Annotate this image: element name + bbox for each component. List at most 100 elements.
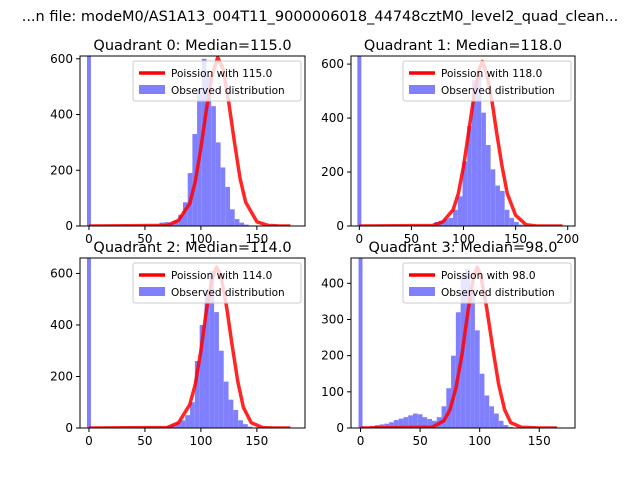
x-tick-label: 100 (468, 434, 491, 448)
axes-frame (79, 257, 306, 429)
legend-label-observed: Observed distribution (441, 287, 555, 299)
hist-bar (422, 417, 428, 428)
x-tick-label: 150 (528, 434, 551, 448)
y-tick-label: 400 (321, 111, 344, 125)
subplot-title: Quadrant 2: Median=114.0 (93, 240, 291, 256)
x-tick-label: 100 (189, 434, 212, 448)
x-tick-label: 50 (137, 232, 152, 246)
y-tick-label: 200 (50, 163, 73, 177)
x-tick-label: 50 (412, 434, 427, 448)
hist-bar (457, 196, 463, 226)
x-tick-label: 50 (137, 434, 152, 448)
hist-bar (417, 414, 423, 428)
hist-bar (242, 424, 248, 428)
hist-bar (182, 202, 188, 226)
subplot-0: 0 50 100 150 0 200 400 600 Quadrant 0: Median=11… (50, 38, 306, 246)
legend-patch-swatch (139, 287, 165, 296)
legend-patch-swatch (409, 287, 435, 296)
hist-bar (201, 58, 207, 226)
legend-label-poisson: Poission with 115.0 (171, 68, 272, 80)
legend-label-poisson: Poission with 114.0 (171, 270, 272, 282)
hist-bar (389, 422, 394, 428)
x-tick-label: 100 (452, 232, 475, 246)
hist-bar (474, 330, 480, 428)
subplot-1: 0 50 100 150 200 0 200 400 600 Quadrant 1: Median… (321, 38, 579, 246)
hist-bar (238, 420, 243, 428)
hist-bar (495, 185, 500, 226)
legend-patch-swatch (409, 85, 435, 94)
plot-area (357, 56, 563, 226)
y-tick-label: 600 (50, 266, 73, 280)
hist-bar-zero (86, 56, 91, 226)
subplot-3: 0 50 100 150 0 100 200 300 400 Quadrant 3: Median… (321, 240, 576, 448)
x-tick-label: 0 (85, 434, 93, 448)
hist-bar (443, 219, 449, 226)
hist-bar (204, 288, 210, 428)
x-tick-label: 150 (245, 434, 268, 448)
legend: Poission with 118.0 Observed distribution (402, 60, 572, 102)
hist-bar (180, 420, 186, 428)
hist-bar (465, 268, 471, 428)
hist-bar (504, 209, 510, 226)
hist-bar (427, 418, 433, 428)
y-tick-label: 0 (336, 421, 344, 435)
hist-bar (223, 381, 229, 428)
y-tick-label: 400 (50, 108, 73, 122)
hist-bar (209, 270, 215, 428)
legend-label-poisson: Poission with 98.0 (441, 270, 536, 282)
y-tick-label: 0 (336, 219, 344, 233)
hist-bar (220, 167, 226, 226)
hist-bar (499, 190, 505, 226)
hist-bar (514, 221, 519, 226)
y-tick-label: 400 (321, 276, 344, 290)
legend-box (402, 60, 572, 102)
legend-label-poisson: Poission with 118.0 (441, 68, 542, 80)
legend-box (132, 60, 302, 102)
hist-bar-zero (357, 56, 362, 226)
subplot-2: 0 50 100 150 0 200 400 600 Quadrant 2: Median=11… (50, 240, 306, 448)
axes-frame (350, 55, 576, 227)
hist-bar (462, 161, 468, 226)
hist-bar (234, 219, 240, 226)
y-tick-label: 100 (321, 385, 344, 399)
hist-bar (481, 112, 486, 226)
hist-bar (215, 142, 221, 226)
y-tick-label: 200 (50, 369, 73, 383)
hist-bar (393, 420, 399, 428)
legend-label-observed: Observed distribution (171, 287, 285, 299)
figure-suptitle: ...n file: modeM0/AS1A13_004T11_90000060… (22, 9, 619, 25)
hist-bar (225, 186, 230, 226)
x-tick-label: 0 (85, 232, 93, 246)
hist-bar (412, 413, 418, 428)
hist-bar (190, 402, 195, 428)
hist-bar (453, 209, 458, 226)
hist-bar (403, 417, 409, 428)
hist-bar (471, 80, 477, 226)
hist-bar (398, 418, 404, 428)
hist-bar (484, 395, 490, 428)
hist-bar (470, 290, 475, 428)
hist-bar (408, 415, 413, 428)
y-tick-label: 200 (321, 349, 344, 363)
hist-bar (467, 126, 472, 226)
y-tick-label: 600 (50, 52, 73, 66)
hist-bar (218, 350, 224, 428)
hist-bar (175, 422, 181, 428)
hist-bar (228, 399, 234, 428)
hist-bar (178, 214, 183, 226)
y-tick-label: 200 (321, 165, 344, 179)
x-tick-label: 0 (356, 232, 364, 246)
axes-frame (79, 55, 306, 227)
x-tick-label: 50 (404, 232, 419, 246)
hist-bar (384, 423, 390, 428)
hist-bar-zero (86, 258, 91, 428)
hist-bar (479, 373, 485, 428)
hist-bar (214, 312, 219, 428)
subplot-title: Quadrant 3: Median=98.0 (369, 240, 558, 256)
hist-bar (503, 425, 509, 428)
x-tick-label: 150 (504, 232, 527, 246)
subplot-title: Quadrant 0: Median=115.0 (93, 38, 291, 54)
hist-bar (448, 217, 454, 226)
legend: Poission with 98.0 Observed distribution (402, 262, 572, 304)
